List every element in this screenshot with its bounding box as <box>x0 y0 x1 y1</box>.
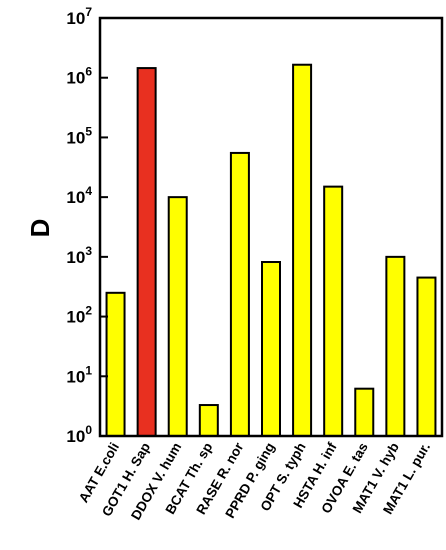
y-tick-label: 104 <box>66 184 92 207</box>
y-tick-label: 106 <box>66 65 92 88</box>
y-tick-label: 103 <box>66 244 92 267</box>
bar-5 <box>261 261 281 437</box>
bar-9 <box>385 255 406 437</box>
y-tick-label: 107 <box>66 5 92 28</box>
bars-layer <box>105 63 437 438</box>
bar-10 <box>416 276 437 437</box>
bar-8 <box>354 387 375 437</box>
y-axis-title: D <box>25 219 55 238</box>
bar-1 <box>136 67 157 437</box>
bar-7 <box>323 185 344 437</box>
plot-frame <box>98 16 444 438</box>
bar-4 <box>229 151 250 438</box>
bar-2 <box>167 196 188 437</box>
y-tick-label: 105 <box>66 124 92 147</box>
bar-3 <box>198 404 219 438</box>
y-tick-label: 100 <box>66 423 92 446</box>
bar-6 <box>292 63 313 437</box>
bar-0 <box>105 291 126 437</box>
y-tick-label: 102 <box>66 304 92 327</box>
y-tick-label: 101 <box>66 363 92 386</box>
y-ticks: 100 101 102 103 104 105 106 107 <box>66 5 108 446</box>
